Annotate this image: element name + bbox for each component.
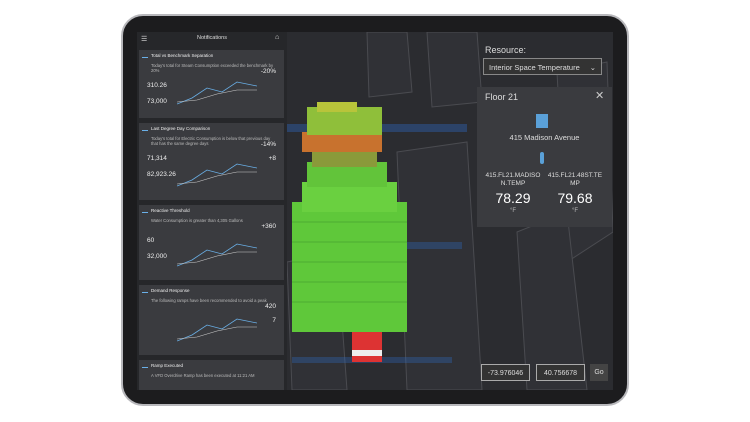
longitude-input[interactable]: -73.976046: [481, 364, 530, 381]
notification-card: Demand Response The following ramps have …: [139, 285, 284, 355]
notification-card: Ramp Executed A VFD Overdrive Ramp has be…: [139, 360, 284, 390]
card-icon: [142, 126, 148, 131]
stat-value: 73,000: [147, 98, 167, 105]
latitude-input[interactable]: 40.756678: [536, 364, 585, 381]
floor-title: Floor 21: [485, 92, 519, 102]
stat-value: 7: [272, 317, 276, 324]
stat-value: +360: [261, 223, 276, 230]
card-title: Demand Response: [151, 288, 190, 293]
menu-icon[interactable]: ☰: [141, 36, 148, 43]
building-icon: [536, 114, 548, 128]
card-title: Ramp Executed: [151, 363, 184, 368]
sensor-unit: °F: [571, 208, 579, 214]
sparkline: [177, 318, 257, 342]
stat-value: -20%: [260, 68, 276, 75]
close-button[interactable]: ✕: [595, 90, 605, 102]
stat-value: 420: [265, 303, 276, 310]
stat-value: +8: [268, 155, 276, 162]
card-title: Total vs Benchmark Separation: [151, 53, 214, 58]
floor-panel: [477, 87, 612, 227]
card-body: Today's total for Steam Consumption exce…: [151, 63, 274, 73]
card-title: Last Degree Day Comparison: [151, 126, 211, 131]
card-body: Water Consumption is greater than 4,305 …: [151, 218, 243, 223]
notification-card: Reactive Threshold Water Consumption is g…: [139, 205, 284, 280]
stat-value: 310.26: [147, 82, 167, 89]
card-icon: [142, 363, 148, 368]
card-body: A VFD Overdrive Ramp has been executed a…: [151, 373, 255, 378]
card-icon: [142, 53, 148, 58]
resource-dropdown[interactable]: Interior Space Temperature ⌄: [483, 58, 602, 75]
go-button[interactable]: Go: [590, 364, 608, 381]
stat-value: 60: [147, 237, 155, 244]
card-body: The following ramps have been recommende…: [151, 298, 267, 303]
sensor-value: 78.29: [495, 190, 531, 206]
resource-label: Resource:: [485, 45, 527, 55]
stat-value: -14%: [260, 141, 276, 148]
building: [292, 102, 407, 362]
notification-card: Last Degree Day Comparison Today's total …: [139, 123, 284, 200]
notification-card: Total vs Benchmark Separation Today's tot…: [139, 50, 284, 118]
sensor-name: 415.FL21.48ST.TEMP: [547, 172, 603, 187]
thermometer-icon: [540, 152, 544, 164]
panel-title: Notifications: [197, 35, 227, 41]
building-name: 415 Madison Avenue: [509, 133, 580, 142]
card-body: Today's total for Electric Consumption i…: [151, 136, 271, 146]
stat-value: 32,000: [147, 253, 167, 260]
card-title: Reactive Threshold: [151, 208, 190, 213]
card-icon: [142, 288, 148, 293]
stat-value: 71,314: [147, 155, 167, 162]
card-icon: [142, 208, 148, 213]
sparkline: [177, 243, 257, 267]
sensor-name: 415.FL21.MADISON.TEMP: [485, 172, 541, 187]
home-icon[interactable]: ⌂: [275, 34, 280, 41]
sensor-unit: °F: [509, 208, 517, 214]
sparkline: [177, 163, 257, 187]
sensor-value: 79.68: [557, 190, 593, 206]
sparkline: [177, 81, 257, 105]
stat-value: 82,923.26: [147, 171, 176, 178]
dropdown-value: Interior Space Temperature: [489, 63, 580, 72]
